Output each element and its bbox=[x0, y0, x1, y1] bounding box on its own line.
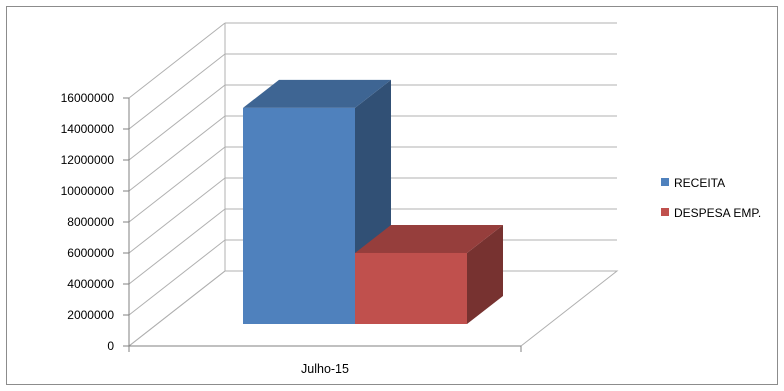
y-tick-label: 12000000 bbox=[61, 153, 115, 167]
side-gridline bbox=[128, 53, 226, 130]
bar-front-face bbox=[243, 107, 355, 324]
side-gridline bbox=[128, 177, 226, 254]
y-axis-tick-labels: 0 2000000 4000000 6000000 8000000 10000000 120… bbox=[61, 91, 130, 353]
side-gridline bbox=[128, 270, 226, 347]
bar-despesa-emp bbox=[355, 224, 503, 324]
bar-front-face bbox=[355, 252, 467, 324]
y-tick-label: 0 bbox=[107, 339, 114, 353]
x-axis: Julho-15 bbox=[128, 345, 522, 376]
bars bbox=[243, 79, 503, 324]
side-gridline bbox=[128, 22, 226, 99]
y-tick-label: 2000000 bbox=[67, 308, 114, 322]
legend-label: RECEITA bbox=[674, 176, 725, 190]
bar-chart: 0 2000000 4000000 6000000 8000000 10000000 120… bbox=[61, 22, 761, 376]
bar-receita bbox=[243, 79, 391, 324]
y-tick-label: 14000000 bbox=[61, 122, 115, 136]
side-gridline bbox=[128, 208, 226, 285]
x-category-label: Julho-15 bbox=[301, 362, 349, 376]
side-gridline bbox=[128, 84, 226, 161]
side-gridline bbox=[128, 146, 226, 223]
legend-label: DESPESA EMP. bbox=[674, 206, 761, 220]
bar-top-face bbox=[243, 79, 391, 108]
y-tick-label: 4000000 bbox=[67, 277, 114, 291]
legend-swatch bbox=[661, 178, 669, 186]
bar-side-face bbox=[467, 224, 503, 324]
legend: RECEITA DESPESA EMP. bbox=[661, 176, 761, 220]
y-tick-label: 10000000 bbox=[61, 184, 115, 198]
y-tick-label: 6000000 bbox=[67, 246, 114, 260]
side-gridline bbox=[128, 115, 226, 192]
side-gridline bbox=[128, 239, 226, 316]
y-tick-label: 8000000 bbox=[67, 215, 114, 229]
bar-top-face bbox=[355, 224, 503, 253]
chart-frame: 0 2000000 4000000 6000000 8000000 10000000 120… bbox=[6, 6, 778, 385]
legend-swatch bbox=[661, 208, 669, 216]
y-tick-label: 16000000 bbox=[61, 91, 115, 105]
